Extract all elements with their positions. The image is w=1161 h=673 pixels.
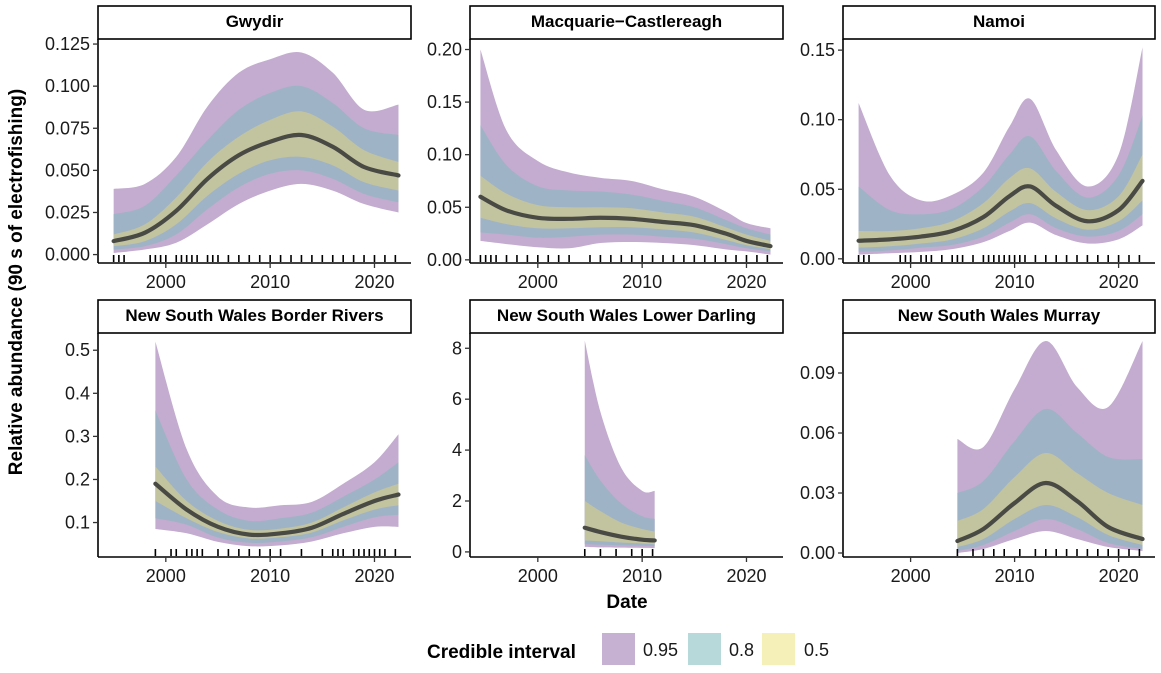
median-line <box>582 525 657 543</box>
plot-area <box>153 341 401 547</box>
x-tick-label: 2010 <box>250 272 290 292</box>
panel-strip <box>842 299 1156 334</box>
plot-area <box>955 340 1145 553</box>
ribbon-50 <box>957 452 1143 547</box>
y-tick-label: 0.000 <box>45 245 90 265</box>
y-tick-label: 0.20 <box>427 40 462 60</box>
panel-strip <box>469 299 784 334</box>
y-tick-label: 8 <box>452 338 462 358</box>
median-line <box>153 481 401 538</box>
median-line <box>111 132 401 244</box>
panel-2: Macquarie−Castlereagh 0.00 0.05 0.10 0.15 0.2… <box>427 5 784 292</box>
x-tick-label: 2000 <box>146 272 186 292</box>
x-tick-label: 2020 <box>1099 566 1139 586</box>
y-tick-label: 0.4 <box>65 383 90 403</box>
y-tick-label: 0.10 <box>800 110 835 130</box>
y-tick-label: 0.15 <box>800 40 835 60</box>
legend-title: Credible interval <box>427 642 576 663</box>
panel-title: New South Wales Border Rivers <box>125 306 383 325</box>
x-tick-label: 2000 <box>518 272 558 292</box>
legend-swatch-0.5 <box>762 633 795 665</box>
legend-label-0.5: 0.5 <box>804 640 829 660</box>
plot-area <box>856 47 1145 255</box>
y-tick-label: 6 <box>452 389 462 409</box>
rug <box>479 255 769 262</box>
x-tick-label: 2010 <box>995 566 1035 586</box>
ribbon-80 <box>155 410 399 543</box>
panel-3: Namoi 0.00 0.05 0.10 0.15 2000 2010 2020 <box>800 5 1156 292</box>
plot-area <box>478 49 773 255</box>
y-tick-label: 0.125 <box>45 34 90 54</box>
y-tick-label: 0.00 <box>800 543 835 563</box>
panel-strip <box>97 299 412 334</box>
ribbon-95 <box>155 341 399 547</box>
y-axis-title: Relative abundance (90 s of electrofishi… <box>6 89 27 475</box>
x-tick-label: 2020 <box>354 566 394 586</box>
panel-1: Gwydir 0.000 0.025 0.050 0.075 0.100 0.125 2000… <box>45 5 412 292</box>
panel-5: New South Wales Lower Darling 0 2 4 6 8 2000 20… <box>452 299 784 586</box>
panel-4: New South Wales Border Rivers 0.1 0.2 0.3 0.… <box>65 299 412 586</box>
x-tick-label: 2010 <box>622 272 662 292</box>
median-line <box>478 194 773 249</box>
y-tick-label: 0.06 <box>800 423 835 443</box>
plot-area <box>582 340 657 549</box>
x-tick-label: 2010 <box>995 272 1035 292</box>
x-tick-label: 2000 <box>891 272 931 292</box>
x-axis-title: Date <box>606 592 647 613</box>
y-tick-label: 0.1 <box>65 513 90 533</box>
legend-label-0.8: 0.8 <box>729 640 754 660</box>
rug <box>154 549 397 556</box>
panel-title: Gwydir <box>226 12 284 31</box>
rug <box>857 255 1141 262</box>
x-tick-label: 2000 <box>146 566 186 586</box>
y-tick-label: 0.2 <box>65 469 90 489</box>
y-tick-label: 0.100 <box>45 76 90 96</box>
median-line <box>856 178 1145 243</box>
y-tick-label: 0.09 <box>800 363 835 383</box>
panel-title: New South Wales Murray <box>898 306 1101 325</box>
y-tick-label: 0.075 <box>45 118 90 138</box>
x-tick-label: 2020 <box>726 272 766 292</box>
y-tick-label: 0.5 <box>65 340 90 360</box>
y-tick-label: 0.10 <box>427 145 462 165</box>
y-tick-label: 2 <box>452 491 462 511</box>
y-tick-label: 0.00 <box>800 249 835 269</box>
legend-swatch-0.8 <box>688 633 721 665</box>
panel-6: New South Wales Murray 0.00 0.03 0.06 0.09 20… <box>800 299 1156 586</box>
x-tick-label: 2020 <box>726 566 766 586</box>
legend-label-0.95: 0.95 <box>643 640 678 660</box>
panel-title: New South Wales Lower Darling <box>497 306 756 325</box>
y-tick-label: 0.050 <box>45 160 90 180</box>
legend-swatch-0.95 <box>602 633 635 665</box>
x-tick-label: 2010 <box>622 566 662 586</box>
panel-strip <box>469 5 784 40</box>
ribbon-50 <box>480 175 771 250</box>
plot-area <box>111 51 401 253</box>
panel-strip <box>842 5 1156 40</box>
x-tick-label: 2020 <box>1099 272 1139 292</box>
rug <box>956 549 1141 556</box>
x-tick-label: 2020 <box>354 272 394 292</box>
y-tick-label: 0.15 <box>427 92 462 112</box>
y-tick-label: 0.3 <box>65 426 90 446</box>
y-tick-label: 0.03 <box>800 483 835 503</box>
rug <box>112 255 397 262</box>
y-tick-label: 0.05 <box>427 197 462 217</box>
rug <box>583 549 654 556</box>
panel-title: Macquarie−Castlereagh <box>531 12 722 31</box>
y-tick-label: 0 <box>452 542 462 562</box>
x-tick-label: 2010 <box>250 566 290 586</box>
legend: Credible interval 0.95 0.8 0.5 <box>427 633 829 665</box>
ribbon-50 <box>155 466 399 539</box>
y-tick-label: 0.025 <box>45 202 90 222</box>
y-tick-label: 0.05 <box>800 179 835 199</box>
x-tick-label: 2000 <box>518 566 558 586</box>
y-tick-label: 0.00 <box>427 250 462 270</box>
panel-title: Namoi <box>973 12 1025 31</box>
x-tick-label: 2000 <box>891 566 931 586</box>
median-line <box>955 480 1145 544</box>
y-tick-label: 4 <box>452 440 462 460</box>
panel-strip <box>97 5 412 40</box>
